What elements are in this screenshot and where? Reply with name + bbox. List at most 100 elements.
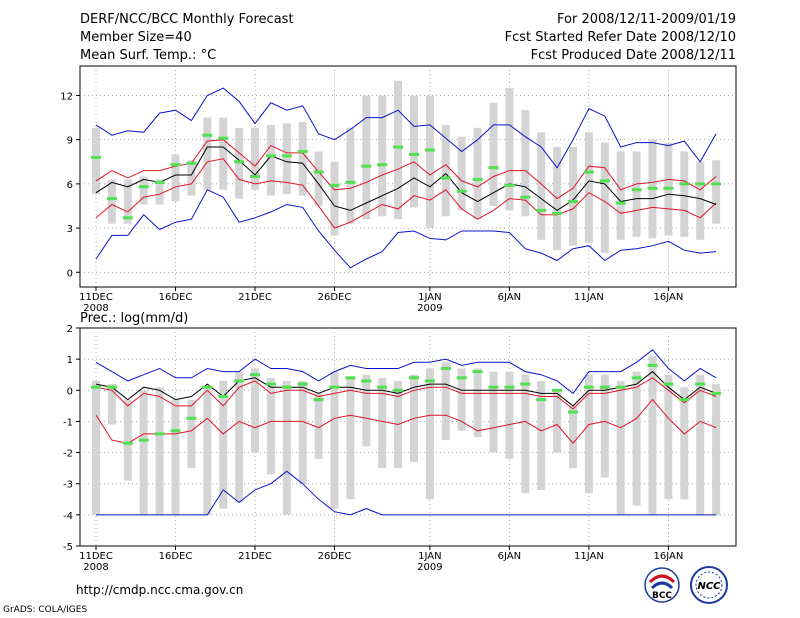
temp-obs-marker: [170, 163, 181, 167]
precip-spread-box: [330, 371, 339, 509]
precip-obs-marker: [329, 385, 340, 389]
temp-spread-box: [410, 95, 418, 208]
precip-plot-frame: [79, 327, 737, 547]
precip-obs-marker: [711, 391, 722, 395]
header-forecast-range: For 2008/12/11-2009/01/19: [557, 12, 736, 27]
bcc-logo: BCC: [644, 567, 680, 603]
precip-obs-marker: [170, 429, 181, 433]
temp-spread-box: [266, 124, 275, 196]
bcc-logo-swirl-red: [648, 574, 676, 584]
precip-spread-box: [553, 390, 562, 453]
precip-obs-marker: [281, 385, 292, 389]
precip-mean-line: [95, 370, 717, 407]
precip-spread-box: [107, 384, 116, 425]
temp-xtick-label: 26DEC: [318, 292, 352, 303]
bcc-logo-text: BCC: [652, 591, 672, 601]
temp-obs-marker: [122, 216, 133, 220]
precip-obs-marker: [154, 432, 165, 436]
precip-obs-marker: [186, 416, 197, 420]
temp-spread-box: [187, 160, 196, 196]
precip-ytick-label: -1: [63, 417, 73, 428]
precip-spread-box: [489, 371, 498, 453]
precip-spread-box: [266, 377, 275, 475]
temp-obs-marker: [106, 197, 117, 201]
temp-xtick-year: 2008: [83, 303, 108, 314]
ncc-logo-inner-ring: [695, 571, 723, 599]
precip-spread-box: [92, 380, 100, 515]
temp-obs-marker: [615, 201, 626, 205]
temp-min-line: [95, 189, 717, 269]
precip-xtick-year: 2009: [417, 562, 442, 573]
temp-spread-box: [425, 95, 434, 229]
temp-spread-box: [569, 147, 577, 246]
temp-xtick-label: 16JAN: [653, 292, 683, 303]
temp-obs-marker: [265, 154, 276, 158]
temp-spread-box: [155, 179, 164, 205]
temp-xtick-year: 2009: [417, 303, 442, 314]
precip-spread-box: [441, 362, 450, 441]
temp-spread-box: [346, 127, 355, 224]
temp-spread-box: [282, 123, 291, 195]
temp-spread-box: [251, 127, 259, 190]
temp-obs-marker: [186, 161, 197, 165]
precip-obs-marker: [361, 379, 372, 383]
temp-xtick-label: 11JAN: [574, 292, 604, 303]
temp-obs-marker: [695, 182, 706, 186]
precip-obs-marker: [138, 438, 149, 442]
precip-ytick-label: -5: [63, 542, 73, 553]
temp-spread-box: [330, 161, 339, 236]
temp-spread-box: [203, 117, 212, 190]
temp-spread-box: [696, 161, 705, 240]
temp-spread-box: [394, 80, 403, 220]
temp-obs-marker: [377, 163, 388, 167]
precip-max-line: [95, 349, 717, 395]
temp-obs-marker: [91, 155, 101, 159]
precip-spread-box: [282, 380, 291, 515]
header-variable-temp: Mean Surf. Temp.: °C: [80, 48, 216, 63]
temp-spread-box: [362, 95, 371, 220]
temp-obs-marker: [345, 180, 356, 184]
temp-xtick-label: 11DEC: [79, 292, 113, 303]
temp-spread-box: [457, 136, 466, 211]
temp-spread-box: [107, 179, 116, 224]
temp-lower-line: [95, 158, 717, 229]
footer-url[interactable]: http://cmdp.ncc.cma.gov.cn: [76, 583, 243, 597]
precip-obs-marker: [345, 376, 356, 380]
temp-spread-box: [680, 151, 689, 237]
precip-xtick-label: 21DEC: [238, 551, 272, 562]
precip-obs-marker: [679, 398, 690, 402]
temp-max-line: [95, 87, 717, 169]
temp-ytick-label: 12: [60, 91, 73, 102]
precip-spread-box: [251, 368, 259, 453]
precip-obs-marker: [377, 385, 388, 389]
temp-plot-frame: [79, 65, 737, 288]
temp-obs-marker: [409, 152, 419, 156]
precip-spread-box: [187, 399, 196, 469]
precip-spread-box: [696, 374, 705, 515]
precip-obs-marker: [265, 382, 276, 386]
precip-xtick-label: 16JAN: [653, 551, 683, 562]
precip-ytick-label: 1: [67, 355, 73, 366]
temp-spread-box: [219, 117, 228, 190]
precip-obs-marker: [313, 398, 324, 402]
ncc-logo-ring: [690, 566, 728, 604]
precip-xtick-label: 1JAN: [418, 551, 441, 562]
temp-obs-marker: [297, 149, 308, 153]
precip-spread-box: [171, 399, 180, 515]
header-member-size: Member Size=40: [80, 30, 192, 45]
temp-obs-marker: [504, 183, 515, 187]
temp-obs-marker: [568, 200, 578, 204]
temp-obs-marker: [663, 186, 674, 190]
temp-obs-marker: [281, 154, 292, 158]
temp-xtick-label: 16DEC: [159, 292, 193, 303]
temp-obs-marker: [599, 179, 610, 183]
temp-spread-box: [616, 151, 625, 240]
temp-spread-box: [298, 121, 307, 196]
temp-obs-marker: [138, 185, 149, 189]
temp-upper-line: [95, 139, 717, 200]
bcc-logo-ring: [644, 567, 680, 603]
precip-obs-marker: [552, 388, 563, 392]
precip-spread-box: [378, 377, 387, 469]
temp-spread-box: [92, 127, 100, 195]
temp-spread-box: [441, 124, 450, 217]
